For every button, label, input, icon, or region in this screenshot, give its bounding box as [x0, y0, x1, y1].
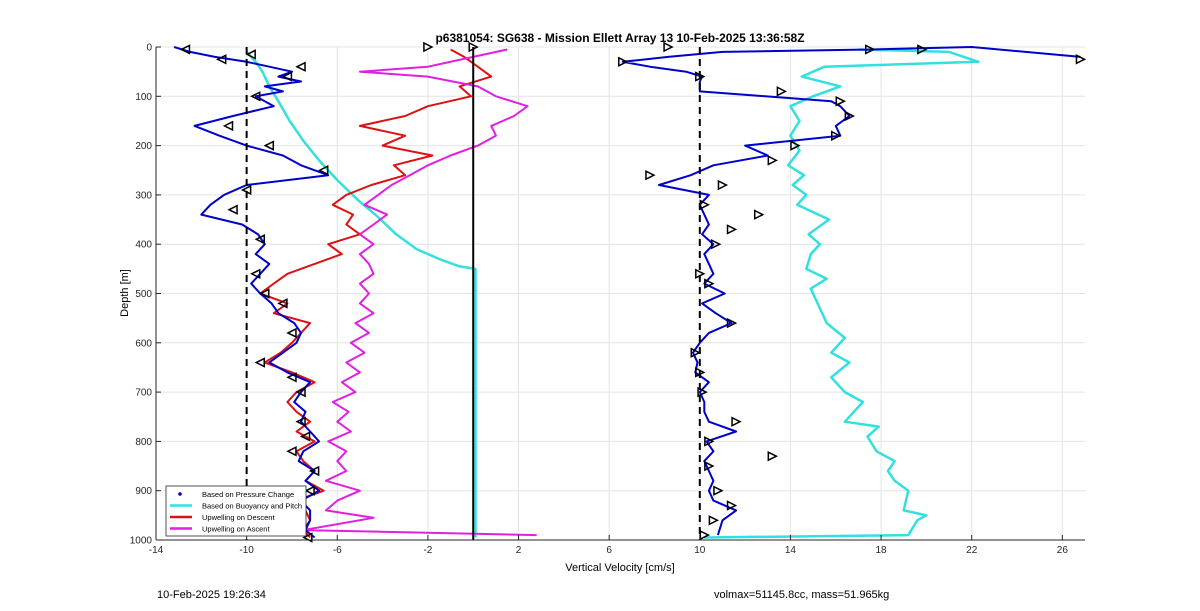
- y-tick-label: 900: [135, 486, 152, 497]
- axes: -14 -10 -6 -2 2 6 10 14 18 22 26010020030040050060…: [130, 43, 1085, 556]
- triangle-marker: [286, 372, 297, 383]
- triangle-marker: [753, 209, 765, 220]
- triangle-marker: [263, 140, 275, 151]
- triangle-marker: [222, 120, 234, 132]
- y-tick-label: 300: [135, 190, 152, 201]
- triangle-marker: [708, 515, 720, 526]
- series-layer: [173, 46, 1081, 539]
- series-line: [704, 48, 980, 539]
- legend-label: Upwelling on Ascent: [202, 525, 270, 534]
- triangle-marker: [713, 485, 724, 496]
- x-tick-label: 2: [516, 545, 522, 556]
- y-tick-label: 700: [135, 388, 152, 399]
- y-tick-label: 800: [135, 437, 152, 448]
- triangle-marker: [731, 416, 742, 427]
- triangle-marker: [699, 529, 711, 541]
- triangle-marker: [864, 44, 876, 55]
- triangle-marker: [917, 44, 928, 55]
- triangle-marker: [281, 71, 293, 82]
- triangle-marker: [216, 54, 227, 65]
- triangle-marker: [726, 500, 738, 511]
- triangle-marker: [844, 110, 856, 122]
- x-tick-label: 22: [966, 545, 978, 556]
- y-tick-label: 100: [135, 92, 152, 103]
- y-tick-label: 1000: [130, 536, 153, 547]
- triangle-marker: [245, 49, 256, 60]
- x-tick-label: 26: [1057, 545, 1069, 556]
- triangle-marker: [790, 140, 801, 151]
- triangle-marker: [717, 179, 729, 191]
- x-axis-label: Vertical Velocity [cm/s]: [565, 562, 674, 574]
- triangle-marker: [697, 386, 708, 398]
- x-tick-label: -10: [239, 545, 254, 556]
- reference-lines: [245, 47, 701, 540]
- x-tick-label: 14: [785, 545, 797, 556]
- triangle-marker: [831, 130, 842, 141]
- triangle-marker: [645, 169, 656, 181]
- triangle-marker: [726, 317, 738, 329]
- triangle-marker: [710, 238, 722, 250]
- x-tick-label: 6: [606, 545, 612, 556]
- triangle-marker: [308, 465, 320, 477]
- triangle-marker: [663, 41, 674, 53]
- triangle-marker: [250, 268, 261, 279]
- x-tick-label: 18: [876, 545, 888, 556]
- series-line: [621, 46, 1081, 536]
- triangle-marker: [835, 96, 846, 107]
- x-tick-label: 10: [694, 545, 706, 556]
- y-tick-label: 200: [135, 141, 152, 152]
- triangle-marker: [254, 357, 265, 368]
- triangle-marker: [726, 224, 738, 235]
- series-line: [173, 46, 330, 539]
- legend-label: Based on Buoyancy and Pitch: [202, 502, 302, 511]
- triangle-marker: [767, 155, 778, 166]
- grid: [155, 46, 1085, 541]
- triangle-marker: [295, 386, 306, 398]
- triangle-marker: [259, 288, 270, 299]
- triangle-marker: [227, 204, 238, 215]
- triangle-marker: [317, 165, 329, 176]
- triangle-marker: [250, 91, 261, 102]
- triangle-marker: [690, 347, 701, 358]
- y-axis-label: Depth [m]: [119, 269, 131, 317]
- legend-swatch: [178, 492, 182, 496]
- marker-layer: [179, 41, 1087, 543]
- triangle-marker: [295, 416, 306, 427]
- legend-label: Upwelling on Descent: [202, 513, 275, 522]
- y-tick-label: 600: [135, 338, 152, 349]
- triangle-marker: [767, 450, 778, 462]
- x-tick-label: -2: [423, 545, 432, 556]
- triangle-marker: [618, 56, 629, 68]
- x-tick-label: -6: [333, 545, 342, 556]
- series-line: [245, 51, 477, 538]
- triangle-marker: [299, 431, 311, 442]
- triangle-marker: [286, 327, 297, 339]
- footer-timestamp: 10-Feb-2025 19:26:34: [157, 589, 266, 601]
- chart-title: p6381054: SG638 - Mission Ellett Array 1…: [435, 31, 804, 45]
- triangle-marker: [704, 460, 715, 472]
- triangle-marker: [286, 446, 297, 457]
- series-line: [302, 48, 537, 537]
- triangle-marker: [295, 61, 306, 72]
- triangle-marker: [704, 436, 715, 447]
- y-tick-label: 500: [135, 289, 152, 300]
- x-tick-label: -14: [149, 545, 164, 556]
- triangle-marker: [699, 199, 711, 210]
- legend-label: Based on Pressure Change: [202, 490, 294, 499]
- triangle-marker: [704, 278, 715, 289]
- triangle-marker: [277, 298, 288, 309]
- legend: Based on Pressure Change Based on Buoyanc…: [165, 485, 307, 537]
- y-tick-label: 400: [135, 240, 152, 251]
- triangle-marker: [1075, 54, 1087, 65]
- triangle-marker: [304, 485, 315, 496]
- y-tick-label: 0: [146, 43, 152, 54]
- footer-volmax-mass: volmax=51145.8cc, mass=51.965kg: [714, 589, 890, 601]
- triangle-marker: [254, 234, 265, 245]
- triangle-marker: [776, 86, 788, 97]
- triangle-marker: [423, 41, 434, 53]
- triangle-marker: [179, 44, 191, 55]
